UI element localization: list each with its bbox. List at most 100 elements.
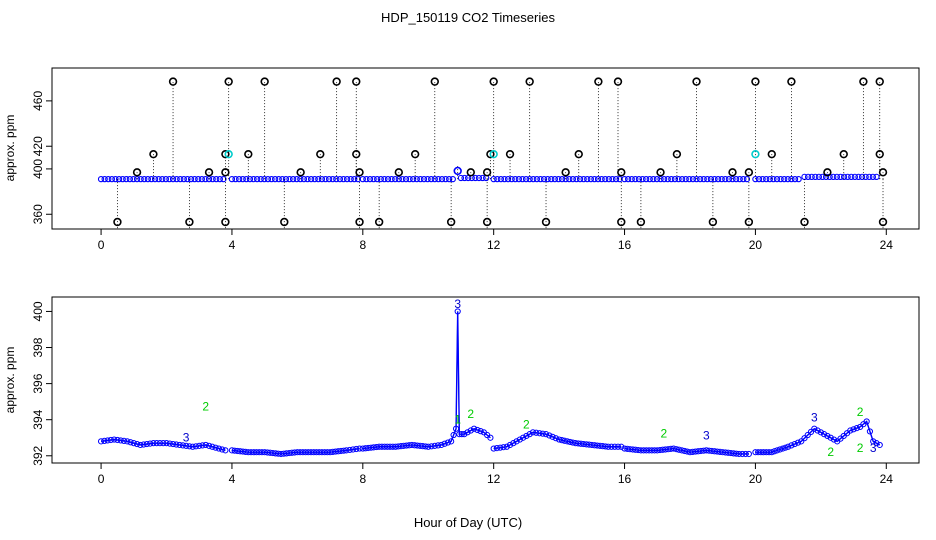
baseline-point: [253, 175, 261, 183]
series-point: [490, 445, 497, 452]
series-point: [215, 445, 222, 452]
series-point: [202, 441, 209, 449]
series-point: [782, 444, 789, 451]
outlier-minor-point: [394, 168, 403, 177]
baseline-point: [729, 175, 736, 183]
series-point: [516, 436, 523, 443]
baseline-point: [653, 175, 661, 183]
series-point: [801, 435, 808, 442]
baseline-point: [198, 175, 205, 183]
series-point: [523, 432, 530, 440]
series-point: [189, 443, 196, 450]
baseline-point: [548, 175, 555, 183]
x-tick-label: 24: [880, 238, 894, 252]
y-tick-label: 398: [31, 337, 45, 357]
baseline-point: [293, 175, 300, 183]
series-point: [101, 437, 108, 444]
series-point: [133, 440, 141, 448]
series-point: [179, 442, 186, 449]
baseline-point: [576, 175, 584, 183]
outlier-minor-point: [466, 168, 475, 177]
series-point: [866, 428, 874, 435]
series-point: [876, 441, 883, 449]
baseline-point: [340, 175, 347, 183]
baseline-point: [869, 173, 877, 180]
baseline-point: [428, 175, 435, 183]
baseline-point: [873, 173, 880, 180]
outlier-minor-point: [744, 168, 754, 177]
series-point: [794, 439, 802, 446]
series-point: [536, 430, 543, 437]
baseline-point: [187, 175, 195, 183]
series-point: [104, 437, 111, 444]
flag-annotation: 1: [454, 412, 461, 426]
series-point: [199, 442, 206, 449]
baseline-point: [479, 174, 486, 182]
series-point: [821, 431, 828, 438]
series-point: [487, 434, 494, 441]
baseline-point: [515, 175, 523, 183]
baseline-point: [195, 175, 202, 183]
baseline-point: [123, 175, 130, 183]
series-point: [160, 440, 167, 447]
outlier-mid-point: [244, 149, 253, 159]
baseline-point: [682, 175, 689, 183]
baseline-point: [668, 175, 675, 183]
baseline-point: [213, 175, 220, 183]
baseline-point: [359, 175, 366, 183]
series-point: [183, 442, 190, 449]
baseline-point: [704, 175, 711, 183]
baseline-point: [322, 175, 329, 183]
series-point: [434, 442, 442, 449]
series-point: [520, 434, 527, 441]
baseline-point: [763, 175, 770, 183]
outlier-mid-point: [672, 149, 682, 159]
outlier-mid-point: [221, 149, 230, 159]
top-ylabel: approx. ppm: [3, 115, 17, 182]
baseline-point: [220, 175, 227, 183]
baseline-point: [180, 175, 187, 183]
baseline-point: [497, 175, 505, 183]
series-point: [343, 447, 350, 454]
y-tick-label: 394: [31, 409, 45, 429]
baseline-point: [830, 173, 837, 180]
series-point: [735, 450, 743, 458]
series-point: [614, 443, 622, 450]
series-point: [173, 441, 180, 448]
x-tick-label: 24: [880, 472, 894, 486]
baseline-point: [736, 175, 743, 183]
series-point: [739, 450, 746, 458]
outlier-minor-point: [878, 168, 888, 177]
series-point: [169, 440, 177, 448]
x-tick-label: 20: [749, 238, 763, 252]
series-point: [804, 431, 811, 439]
x-tick-label: 4: [229, 472, 236, 486]
baseline-point: [558, 175, 566, 183]
flag-annotation: 3: [811, 411, 818, 425]
baseline-point: [461, 174, 468, 182]
series-point: [791, 440, 798, 448]
baseline-point: [304, 175, 311, 183]
series-point: [444, 439, 451, 446]
outlier-high-point: [692, 77, 701, 86]
outlier-minor-point: [355, 168, 364, 177]
baseline-point: [351, 175, 358, 183]
baseline-point: [632, 175, 639, 183]
outlier-low-point: [446, 217, 456, 227]
series-point: [853, 425, 860, 432]
baseline-point: [420, 175, 428, 183]
baseline-point: [336, 175, 344, 183]
baseline-point: [97, 175, 105, 183]
outlier-mid-point: [767, 149, 776, 159]
series-point: [611, 443, 618, 450]
outlier-low-point: [800, 217, 809, 227]
series-point: [477, 428, 484, 435]
baseline-point: [512, 175, 519, 183]
baseline-point: [315, 175, 322, 183]
series-point: [107, 436, 114, 444]
series-point: [847, 427, 854, 434]
outlier-mid-point: [505, 149, 515, 159]
series-point: [464, 429, 471, 436]
baseline-point: [671, 175, 679, 183]
series-point: [111, 436, 118, 443]
